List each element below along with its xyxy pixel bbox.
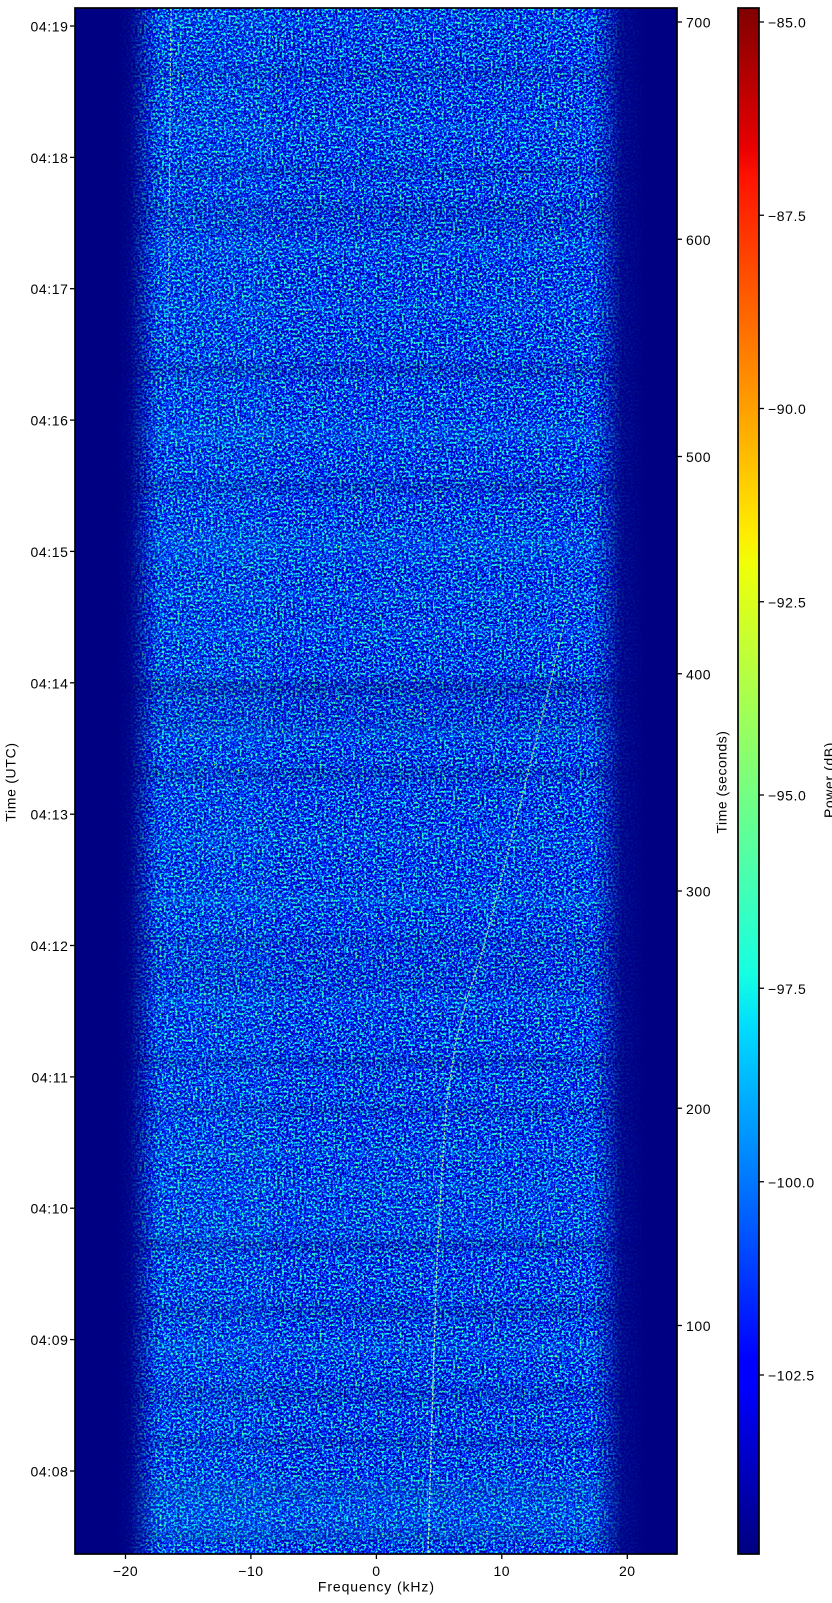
svg-text:Time (UTC): Time (UTC) [3, 742, 19, 822]
svg-text:04:08: 04:08 [30, 1464, 68, 1480]
svg-text:04:09: 04:09 [30, 1332, 68, 1348]
svg-text:20: 20 [619, 1563, 636, 1579]
svg-text:04:11: 04:11 [32, 1069, 69, 1085]
svg-text:Time (seconds): Time (seconds) [714, 731, 730, 834]
svg-text:−100.0: −100.0 [768, 1174, 815, 1190]
svg-text:−20: −20 [113, 1563, 138, 1579]
svg-text:−97.5: −97.5 [768, 981, 806, 997]
svg-text:−10: −10 [238, 1563, 263, 1579]
svg-text:600: 600 [686, 232, 711, 248]
svg-text:−102.5: −102.5 [768, 1368, 815, 1384]
svg-text:200: 200 [686, 1101, 711, 1117]
svg-text:10: 10 [494, 1563, 511, 1579]
svg-text:04:16: 04:16 [30, 413, 68, 429]
svg-text:04:13: 04:13 [30, 807, 68, 823]
svg-text:−87.5: −87.5 [768, 208, 806, 224]
svg-text:700: 700 [686, 15, 711, 31]
svg-text:Frequency (kHz): Frequency (kHz) [318, 1579, 435, 1595]
svg-text:300: 300 [686, 884, 711, 900]
svg-text:400: 400 [686, 666, 711, 682]
svg-text:04:12: 04:12 [30, 938, 68, 954]
svg-text:04:17: 04:17 [30, 281, 68, 297]
svg-text:Power (dB): Power (dB) [821, 742, 832, 818]
svg-text:04:15: 04:15 [30, 544, 68, 560]
svg-text:−90.0: −90.0 [768, 401, 806, 417]
svg-text:100: 100 [686, 1318, 711, 1334]
svg-text:−92.5: −92.5 [768, 594, 806, 610]
svg-text:−95.0: −95.0 [768, 788, 806, 804]
svg-text:04:19: 04:19 [30, 19, 68, 35]
svg-text:500: 500 [686, 449, 711, 465]
svg-text:04:10: 04:10 [30, 1201, 68, 1217]
svg-text:04:14: 04:14 [30, 675, 68, 691]
svg-text:−85.0: −85.0 [768, 15, 806, 31]
svg-text:04:18: 04:18 [30, 150, 68, 166]
svg-text:0: 0 [372, 1563, 380, 1579]
